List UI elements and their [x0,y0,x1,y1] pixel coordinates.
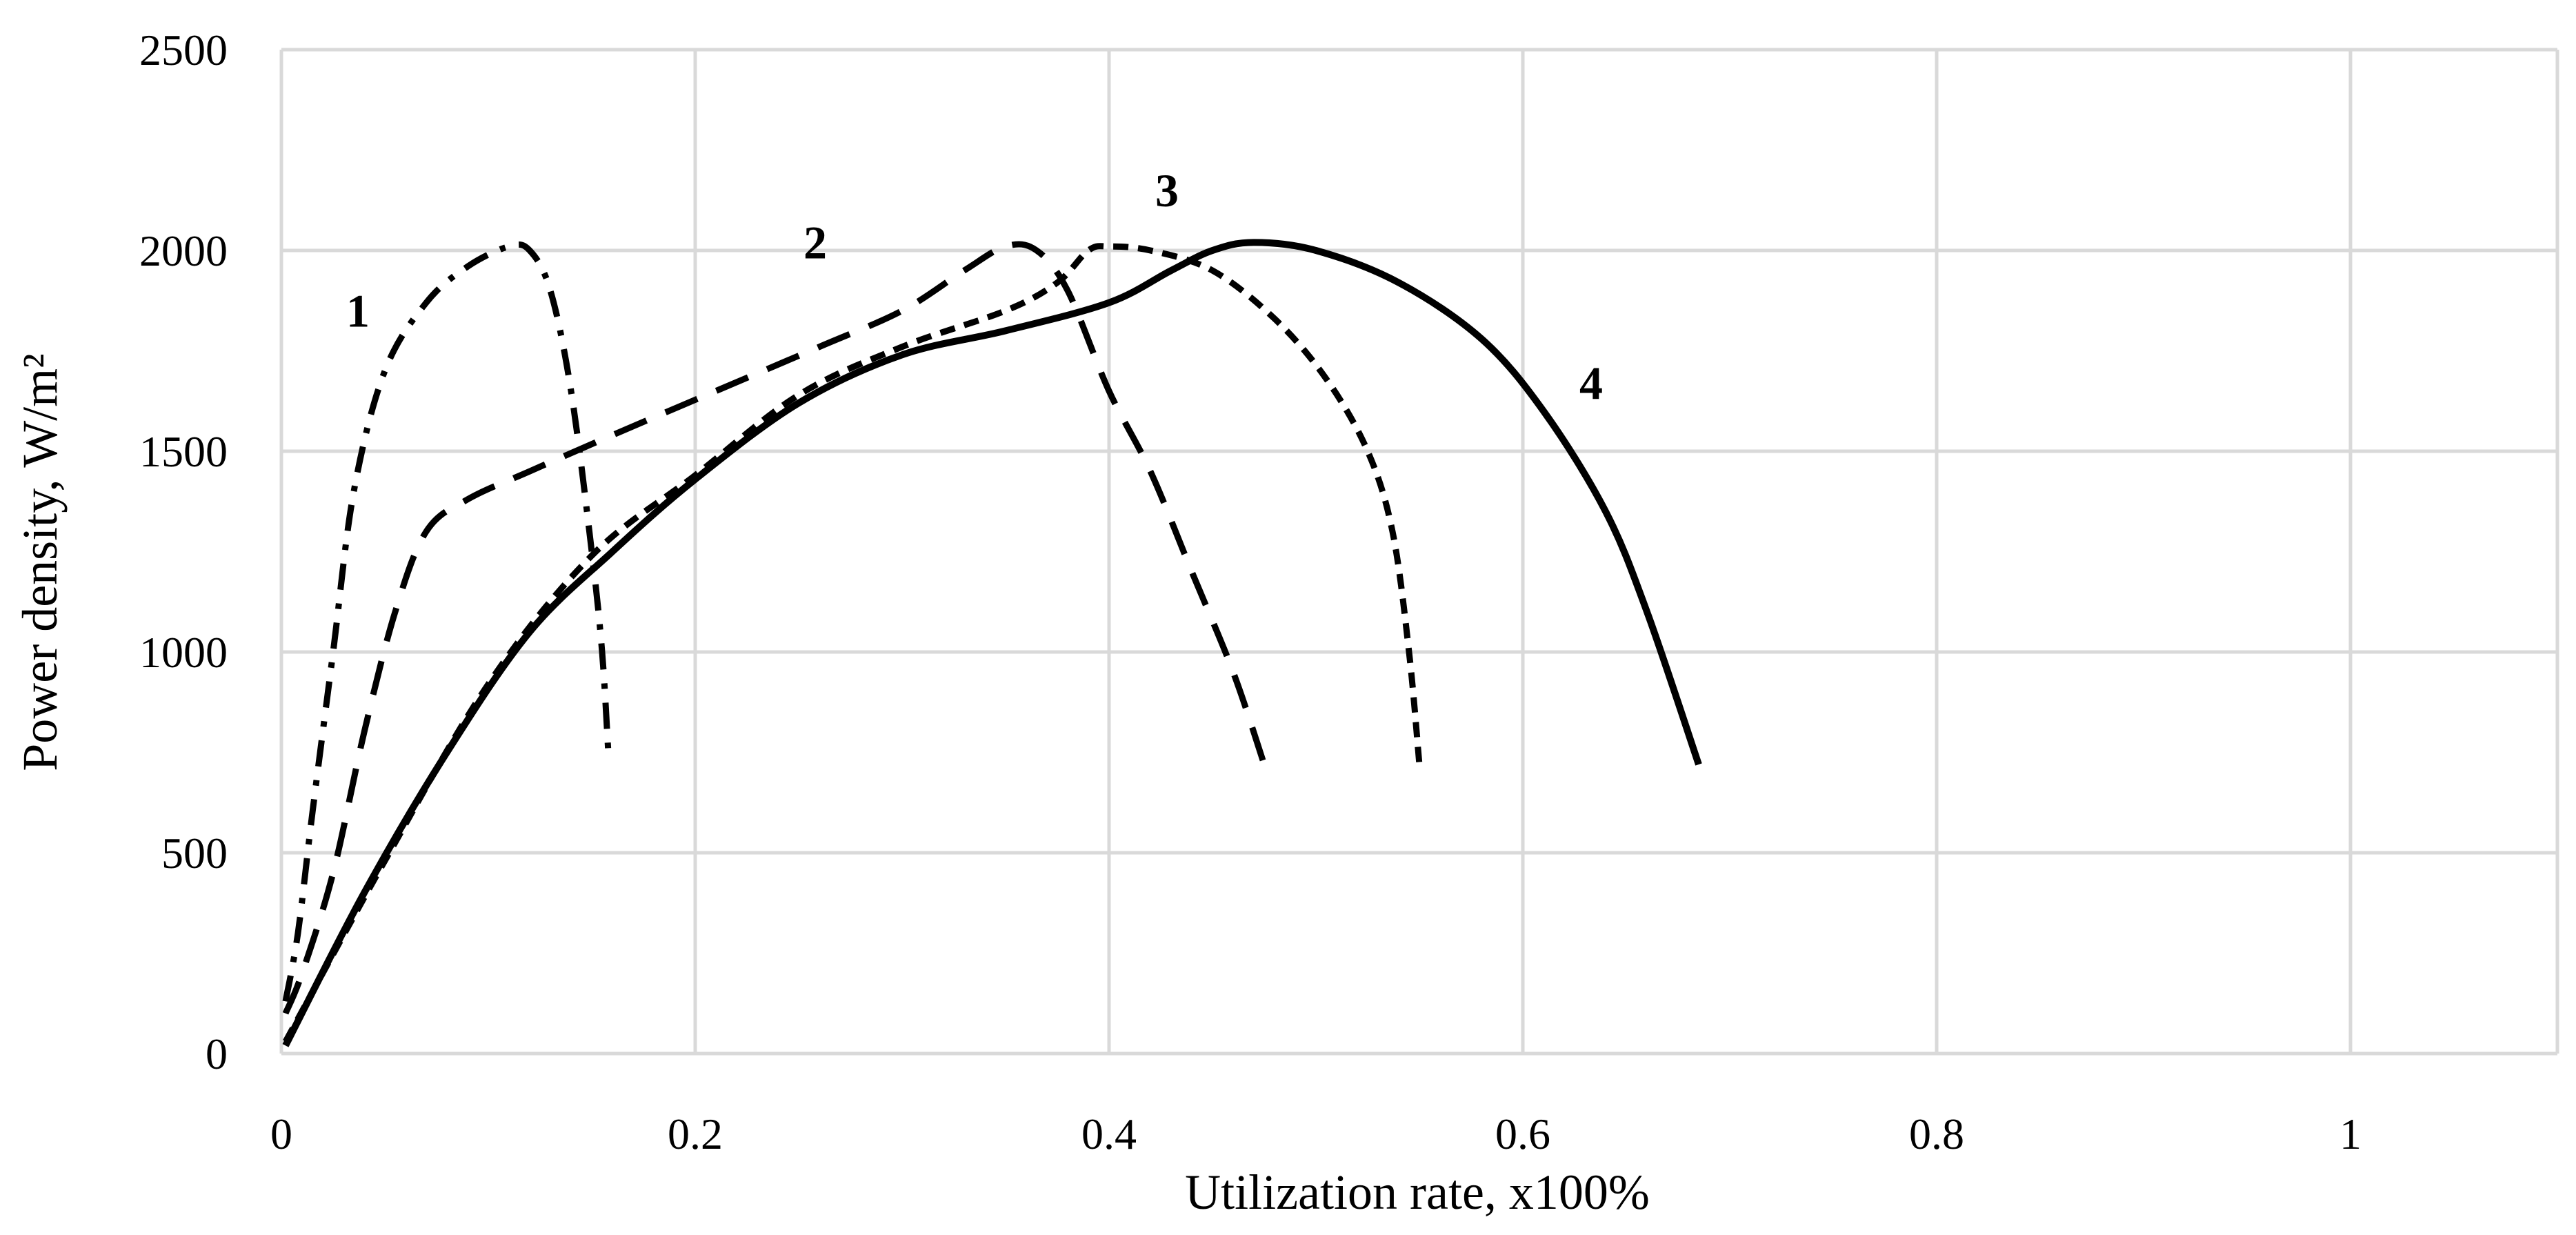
x-tick-label: 0.8 [1909,1109,1964,1158]
y-tick-label: 2500 [139,26,228,75]
series-1-label: 1 [346,285,370,337]
x-tick-label: 0.4 [1081,1109,1137,1158]
grid [279,48,2559,1056]
series-1-line [282,241,612,1002]
x-tick-label: 0.2 [668,1109,723,1158]
series-3-line [283,243,1423,1043]
x-tick-label: 0.6 [1495,1109,1550,1158]
y-axis-title: Power density, W/m² [12,353,68,771]
y-tick-label: 500 [161,829,228,878]
x-tick-label: 0 [270,1109,292,1158]
tick-labels: 0 500 1000 1500 2000 2500 0 0.2 0.4 0.6 0.8 1 [139,26,2362,1158]
y-tick-label: 1500 [139,427,228,476]
series-4-line [282,239,1702,1047]
x-tick-label: 1 [2339,1109,2362,1158]
y-tick-label: 2000 [139,226,228,275]
series-2-line [282,241,1268,1015]
series-2-label: 2 [803,217,827,269]
curves [282,239,1702,1047]
y-tick-label: 0 [206,1029,228,1078]
x-axis-title: Utilization rate, x100% [1185,1165,1650,1220]
series-3-label: 3 [1155,164,1179,217]
y-tick-label: 1000 [139,628,228,677]
series-labels: 1 2 3 4 [346,164,1603,409]
series-4-label: 4 [1579,357,1603,409]
